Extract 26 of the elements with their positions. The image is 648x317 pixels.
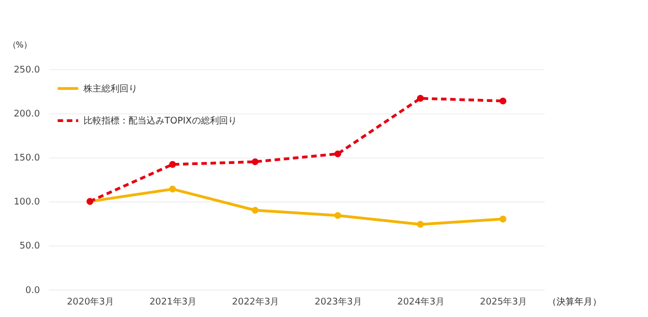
- legend-label: 比較指標：配当込みTOPIXの総利回り: [84, 115, 237, 126]
- point: [252, 206, 259, 214]
- point: [416, 220, 424, 228]
- x-tick-label: 2024年3月: [397, 296, 444, 308]
- point: [416, 94, 424, 102]
- x-tick-label: 2025年3月: [480, 296, 528, 308]
- y-tick-label: 50.0: [20, 240, 40, 252]
- point: [500, 98, 506, 104]
- x-tick-label: 2021年3月: [149, 296, 197, 308]
- y-tick-label: 0.0: [25, 284, 40, 296]
- y-tick-label: 250.0: [14, 64, 40, 76]
- x-axis-title: （決算年月）: [547, 296, 602, 308]
- point: [169, 161, 176, 168]
- point: [252, 158, 259, 166]
- legend-label: 株主総利回り: [82, 83, 138, 94]
- point: [500, 216, 506, 222]
- y-tick-label: 150.0: [14, 152, 40, 164]
- point: [334, 212, 342, 219]
- y-axis-title: （%）: [8, 40, 32, 50]
- point: [334, 150, 342, 158]
- y-tick-label: 100.0: [14, 196, 40, 208]
- x-tick-label: 2020年3月: [66, 296, 114, 308]
- y-tick-label: 200.0: [14, 108, 40, 120]
- x-tick-label: 2022年3月: [232, 296, 280, 308]
- point: [169, 186, 176, 192]
- x-tick-label: 2023年3月: [314, 296, 362, 308]
